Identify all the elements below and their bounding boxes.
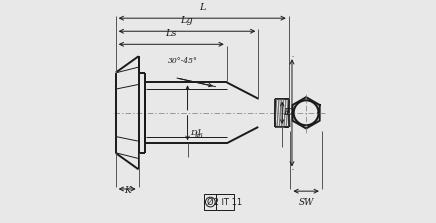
- Bar: [204, 194, 234, 210]
- Text: D1: D1: [190, 129, 202, 137]
- Text: k6: k6: [194, 132, 203, 140]
- Text: E: E: [283, 108, 290, 117]
- Text: Ø2 IT 11: Ø2 IT 11: [208, 198, 242, 206]
- Text: L: L: [199, 3, 205, 12]
- Text: Lg: Lg: [181, 16, 194, 25]
- Text: Ls: Ls: [166, 29, 177, 38]
- Text: K: K: [124, 186, 130, 195]
- Text: SW: SW: [298, 198, 314, 207]
- Text: D: D: [285, 108, 293, 117]
- Text: 30°-45°: 30°-45°: [168, 57, 198, 65]
